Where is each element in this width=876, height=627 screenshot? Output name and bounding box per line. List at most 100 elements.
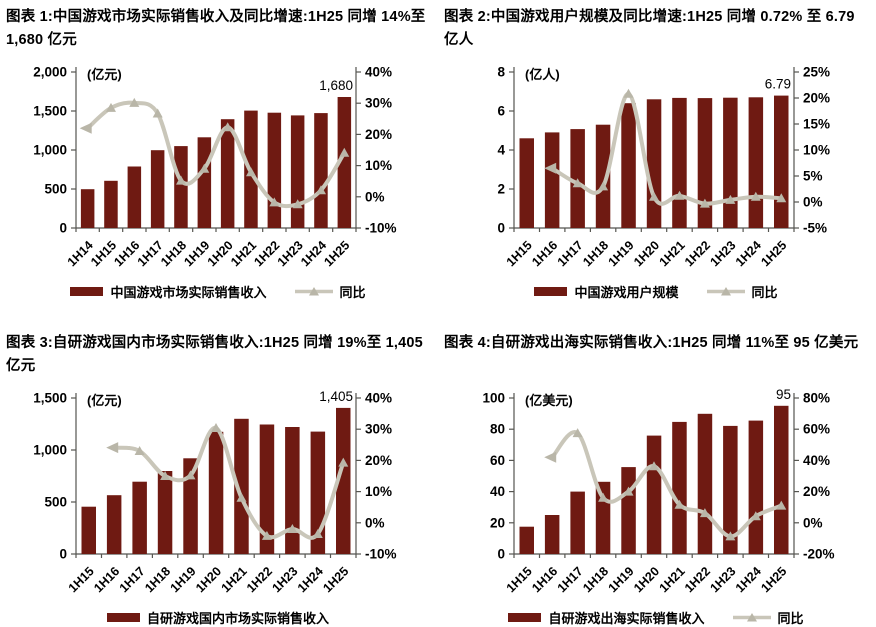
chart-4-panel: 图表 4:自研游戏出海实际销售收入:1H25 同增 11%至 95 亿美元 0 2… [438,330,876,626]
bar-swatch-icon [70,287,104,296]
bar [646,435,662,554]
yoy-line [85,100,347,209]
bar [150,150,165,228]
bar [197,137,212,228]
bar [259,424,275,554]
svg-text:1H24: 1H24 [733,564,764,595]
bar [336,407,351,554]
svg-text:20%: 20% [365,127,392,142]
svg-text:10%: 10% [365,484,392,499]
chart-1-canvas: 0 500 1,000 1,500 2,000 -10% 0% 10% 20% 30% 40% (亿元… [4,58,432,282]
bar [723,425,738,554]
right-axis-labels: -10% 0% 10% 20% 30% 40% [365,391,397,562]
left-axis-labels: 0 20 40 60 80 100 [482,391,505,562]
svg-text:15%: 15% [803,117,830,132]
svg-text:1H17: 1H17 [555,564,586,595]
line-marker-icon [106,102,116,112]
svg-text:1,000: 1,000 [33,143,67,158]
svg-text:1H20: 1H20 [631,564,662,595]
yoy-line [112,426,346,540]
svg-text:100: 100 [482,391,505,406]
chart-svg: 0 2 4 6 8 -5% 0% 5% 10% 15% 20% 25% (亿人) 6.79 1H151H16… [497,65,830,270]
svg-text:60: 60 [490,453,505,468]
left-axis-labels: 0 500 1,000 1,500 2,000 [33,65,67,236]
chart-2-panel: 图表 2:中国游戏用户规模及同比增速:1H25 同增 0.72% 至 6.79 … [438,0,876,330]
svg-text:500: 500 [44,495,67,510]
chart-2-canvas: 0 2 4 6 8 -5% 0% 5% 10% 15% 20% 25% (亿人) 6.79 1H15 1H16… [442,58,870,282]
svg-text:-10%: -10% [365,547,397,562]
bar [267,112,282,228]
last-value-label: 1,680 [319,78,353,93]
svg-text:1H15: 1H15 [88,238,119,269]
chart-3-title: 图表 3:自研游戏国内市场实际销售收入:1H25 同增 19%至 1,405 亿… [6,335,423,375]
svg-text:1H21: 1H21 [657,564,688,595]
svg-text:30%: 30% [365,96,392,111]
line-swatch-icon [706,287,745,296]
bars [519,95,789,229]
svg-text:1H20: 1H20 [193,564,224,595]
svg-text:1H19: 1H19 [181,238,212,269]
right-axis-labels: -20% 0% 20% 40% 60% 80% [803,391,835,562]
bar [723,97,738,228]
line-marker-icon [572,428,583,438]
left-axis-labels: 0 500 1,000 1,500 [33,391,67,562]
line-marker-icon [725,194,736,204]
yoy-line [550,91,784,206]
line-marker-icon [674,190,685,200]
svg-text:80%: 80% [803,391,830,406]
svg-text:1H15: 1H15 [66,564,97,595]
legend-item-line: 同比 [706,282,778,301]
svg-text:500: 500 [44,182,67,197]
svg-text:25%: 25% [803,65,830,80]
chart-svg: 0 20 40 60 80 100 -20% 0% 20% 40% 60% 80% (亿美元) 95 1H1… [482,387,835,595]
svg-text:1,000: 1,000 [33,443,67,458]
bars [80,97,352,228]
svg-text:80: 80 [490,422,505,437]
line-marker-icon [185,470,196,480]
bar [174,146,188,228]
svg-text:1H25: 1H25 [758,564,789,595]
svg-text:1H20: 1H20 [631,238,662,269]
svg-text:1H25: 1H25 [321,238,352,269]
svg-text:1H23: 1H23 [275,238,306,269]
bar-swatch-icon [106,613,140,622]
svg-text:10%: 10% [803,143,830,158]
chart-4-canvas: 0 20 40 60 80 100 -20% 0% 20% 40% 60% 80% (亿美元) 95 1H1… [442,384,870,608]
line-marker-icon [312,529,323,538]
legend-item-bar: 中国游戏用户规模 [534,282,679,301]
svg-text:0%: 0% [803,195,823,210]
bar [595,124,611,228]
svg-text:1H14: 1H14 [65,238,96,269]
line-marker-icon [750,191,761,201]
line-marker-icon [152,108,163,118]
unit-label: (亿元) [87,393,122,408]
line-marker-icon [236,492,247,502]
svg-text:1H17: 1H17 [117,564,148,595]
svg-text:1H21: 1H21 [228,238,259,269]
line-marker-icon [246,167,256,177]
bar [621,467,636,554]
legend-item-bar: 中国游戏市场实际销售收入 [70,282,267,301]
axes [509,393,799,558]
svg-text:30%: 30% [365,422,392,437]
bar [81,506,96,554]
x-axis-labels: 1H151H161H171H181H191H201H211H221H231H24… [504,564,790,595]
line-marker-icon [287,524,298,533]
svg-text:1H22: 1H22 [682,238,713,269]
bar [290,115,305,228]
line-legend-label: 同比 [339,285,366,300]
svg-text:40%: 40% [365,391,392,406]
svg-text:1H23: 1H23 [707,564,738,595]
svg-text:1H16: 1H16 [529,564,560,595]
line-marker-icon [292,199,303,209]
bar [672,421,687,554]
bar [157,471,173,554]
bar-legend-label: 中国游戏用户规模 [574,285,679,300]
line-marker-icon [598,492,609,502]
line-start-arrow-icon [106,442,119,454]
bar [570,491,585,554]
chart-4-legend: 自研游戏出海实际销售收入 同比 [442,608,870,627]
bar [774,95,789,228]
line-marker-icon [316,185,326,195]
